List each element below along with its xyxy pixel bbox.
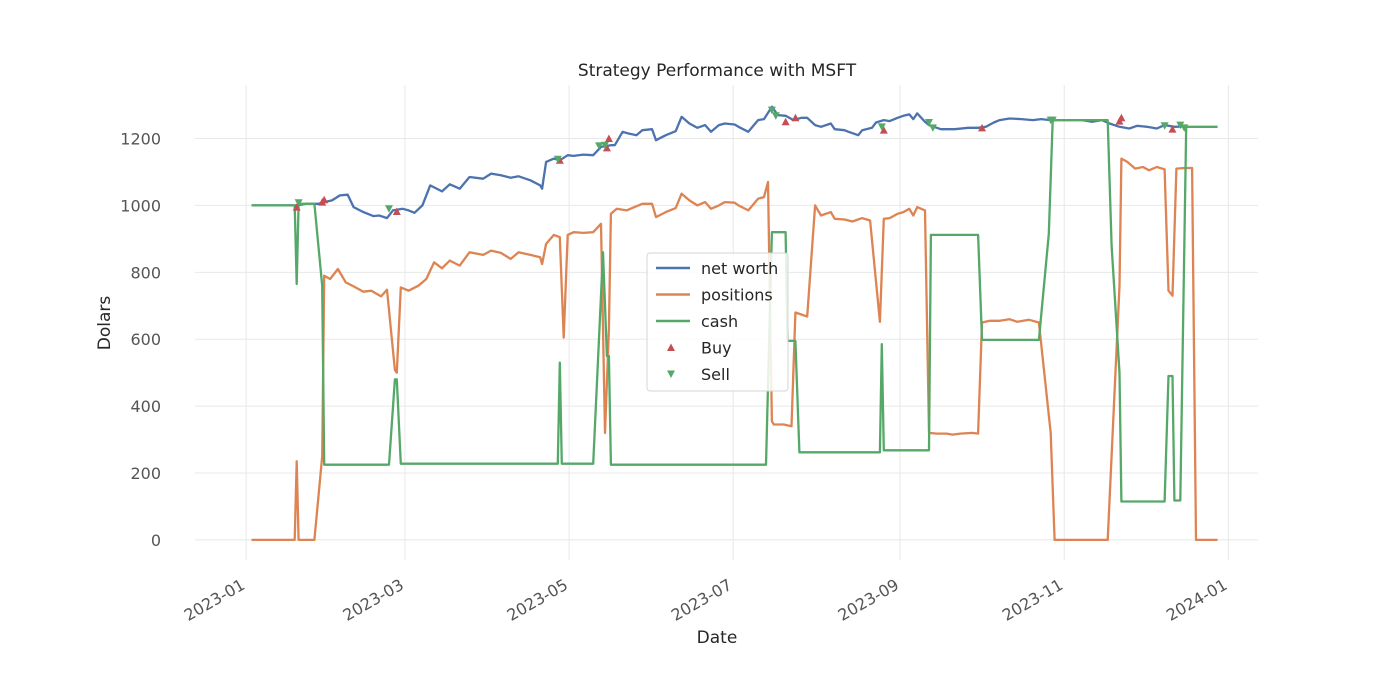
sell-marker	[600, 141, 609, 150]
sell-marker	[595, 142, 604, 150]
buy-marker	[392, 207, 401, 215]
sell-marker	[1048, 116, 1057, 125]
x-tick-label: 2023-09	[835, 575, 902, 625]
x-tick-label: 2023-03	[340, 575, 407, 625]
sell-marker	[928, 124, 937, 132]
legend-label-cash: cash	[701, 312, 738, 331]
y-tick-label: 800	[130, 263, 161, 282]
buy-marker	[1117, 113, 1126, 122]
legend: net worth positions cash Buy Sell	[646, 252, 789, 392]
sell-marker	[877, 123, 886, 131]
series-line-positions	[251, 157, 1218, 542]
legend-label-positions: positions	[701, 286, 773, 305]
buy-marker	[604, 134, 613, 143]
y-axis-ticks: 0 200 400 600 800 1000 1200	[120, 130, 161, 550]
legend-label-net-worth: net worth	[701, 259, 778, 278]
sell-marker	[1180, 124, 1189, 132]
legend-label-buy: Buy	[701, 339, 732, 358]
buy-marker	[602, 143, 611, 152]
y-tick-label: 0	[151, 531, 161, 550]
sell-marker	[924, 118, 933, 127]
trade-markers	[292, 106, 1189, 215]
chart-title: Strategy Performance with MSFT	[578, 61, 857, 81]
buy-marker	[1168, 125, 1177, 133]
x-axis-label: Date	[697, 628, 738, 648]
legend-swatch-buy	[667, 343, 675, 351]
sell-marker	[767, 106, 776, 115]
buy-marker	[781, 117, 790, 126]
buy-marker	[292, 203, 301, 211]
y-tick-label: 600	[130, 330, 161, 349]
buy-marker	[879, 126, 888, 134]
buy-marker	[977, 123, 986, 132]
legend-box	[646, 252, 789, 392]
x-axis-ticks: 2023-01 2023-03 2023-05 2023-07 2023-09 2023-…	[181, 575, 1231, 625]
series-line-net-worth	[251, 105, 1185, 220]
sell-marker	[294, 199, 303, 207]
series-lines	[251, 105, 1218, 542]
x-tick-label: 2023-01	[181, 575, 248, 625]
y-tick-label: 1200	[120, 130, 161, 149]
sell-marker	[553, 155, 562, 164]
buy-marker	[791, 113, 800, 122]
x-tick-label: 2024-01	[1163, 575, 1230, 625]
x-tick-label: 2023-11	[999, 575, 1066, 625]
y-tick-label: 200	[130, 464, 161, 483]
sell-marker	[1160, 122, 1169, 130]
x-tick-label: 2023-07	[668, 575, 735, 625]
y-axis-label: Dolars	[95, 296, 115, 351]
series-line-cash	[251, 118, 1218, 503]
legend-swatch-sell	[667, 370, 675, 378]
sell-marker	[771, 112, 780, 120]
y-tick-label: 1000	[120, 196, 161, 215]
y-tick-label: 400	[130, 397, 161, 416]
sell-marker	[1176, 121, 1185, 130]
legend-label-sell: Sell	[701, 365, 730, 384]
buy-marker	[320, 195, 329, 204]
x-tick-label: 2023-05	[504, 575, 571, 625]
sell-marker	[384, 205, 393, 213]
